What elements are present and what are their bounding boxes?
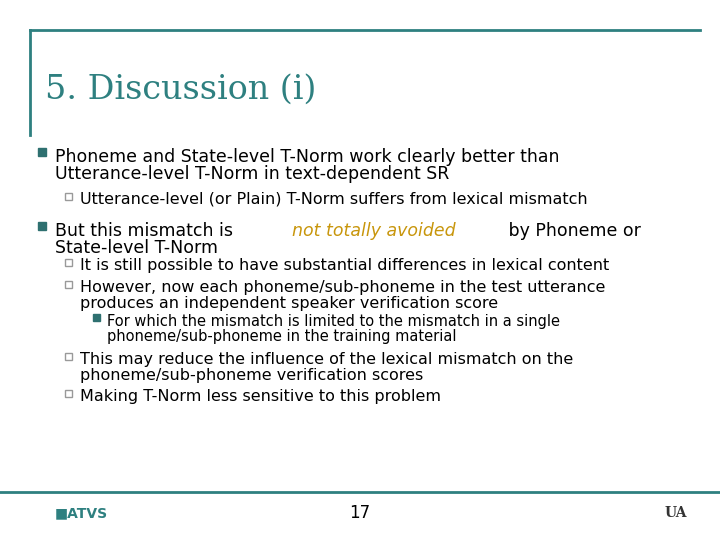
- Bar: [38, 148, 46, 156]
- Text: 5. Discussion (i): 5. Discussion (i): [45, 74, 316, 106]
- Text: Making T-Norm less sensitive to this problem: Making T-Norm less sensitive to this pro…: [80, 389, 441, 404]
- Text: phoneme/sub-phoneme in the training material: phoneme/sub-phoneme in the training mate…: [107, 329, 456, 344]
- Text: ■ATVS: ■ATVS: [55, 506, 108, 520]
- Text: Phoneme and State-level T-Norm work clearly better than: Phoneme and State-level T-Norm work clea…: [55, 148, 559, 166]
- Bar: [65, 353, 72, 360]
- Text: not totally avoided: not totally avoided: [292, 222, 455, 240]
- Text: phoneme/sub-phoneme verification scores: phoneme/sub-phoneme verification scores: [80, 368, 423, 383]
- Text: It is still possible to have substantial differences in lexical content: It is still possible to have substantial…: [80, 258, 609, 273]
- Bar: [65, 259, 72, 266]
- Text: However, now each phoneme/sub-phoneme in the test utterance: However, now each phoneme/sub-phoneme in…: [80, 280, 606, 295]
- Text: Utterance-level (or Plain) T-Norm suffers from lexical mismatch: Utterance-level (or Plain) T-Norm suffer…: [80, 192, 588, 207]
- Text: State-level T-Norm: State-level T-Norm: [55, 239, 218, 257]
- Bar: [38, 222, 46, 230]
- Text: This may reduce the influence of the lexical mismatch on the: This may reduce the influence of the lex…: [80, 352, 573, 367]
- Bar: [65, 281, 72, 288]
- Bar: [65, 390, 72, 397]
- Text: For which the mismatch is limited to the mismatch in a single: For which the mismatch is limited to the…: [107, 314, 560, 329]
- Text: UA: UA: [665, 506, 688, 520]
- Bar: [93, 314, 100, 321]
- Text: Utterance-level T-Norm in text-dependent SR: Utterance-level T-Norm in text-dependent…: [55, 165, 449, 183]
- Bar: [65, 193, 72, 200]
- Text: 17: 17: [349, 504, 371, 522]
- Text: But this mismatch is: But this mismatch is: [55, 222, 238, 240]
- Text: by Phoneme or: by Phoneme or: [503, 222, 641, 240]
- Text: produces an independent speaker verification score: produces an independent speaker verifica…: [80, 296, 498, 311]
